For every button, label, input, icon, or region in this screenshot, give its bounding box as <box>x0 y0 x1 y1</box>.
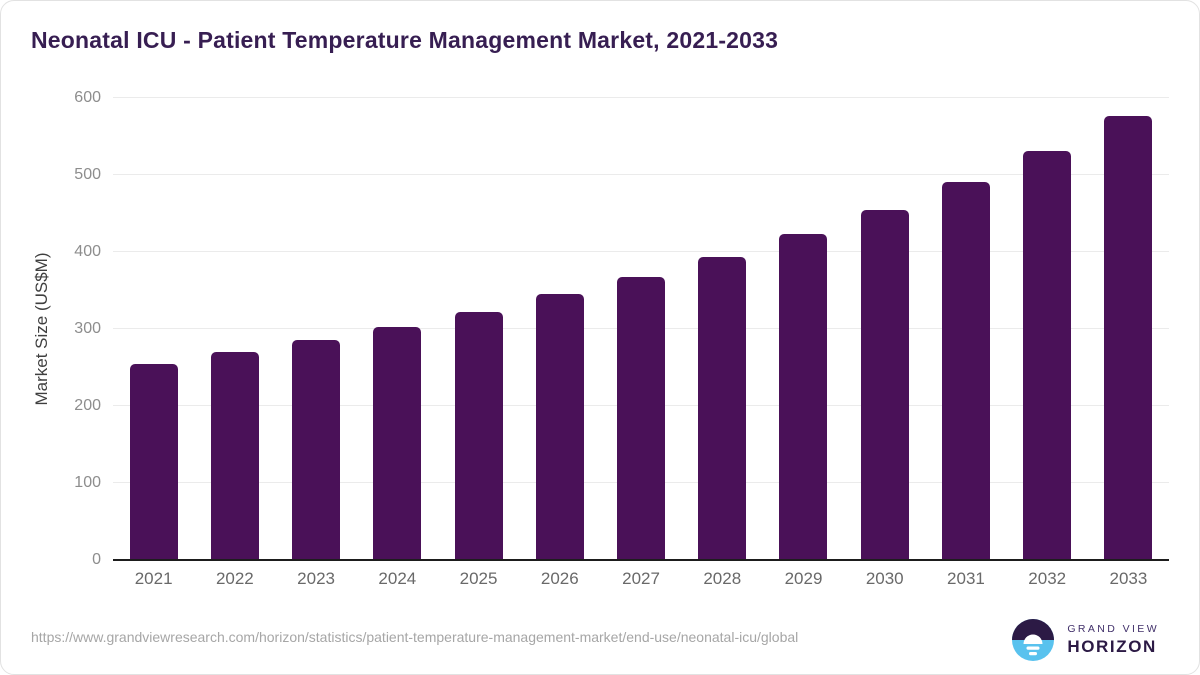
bar-group <box>113 98 194 560</box>
bar <box>779 234 828 560</box>
bar-group <box>925 98 1006 560</box>
bar <box>860 209 909 560</box>
x-tick-label: 2031 <box>947 569 985 588</box>
source-url: https://www.grandviewresearch.com/horizo… <box>31 629 799 645</box>
x-tick-label: 2029 <box>784 569 823 588</box>
x-axis-line <box>113 559 1169 561</box>
bar-group <box>844 98 925 560</box>
bar <box>373 326 422 560</box>
bars-container <box>113 98 1169 560</box>
logo-product-name: HORIZON <box>1067 637 1157 656</box>
bar <box>698 256 747 560</box>
logo-brand-name: GRAND VIEW <box>1067 623 1159 635</box>
bar-group <box>600 98 681 560</box>
bar <box>292 339 341 560</box>
horizon-sun-icon <box>1012 619 1055 661</box>
logo-text: GRAND VIEW HORIZON <box>1067 623 1159 657</box>
gridline <box>113 174 1169 175</box>
bar <box>210 352 259 560</box>
x-tick-label: 2028 <box>703 569 742 588</box>
plot-area: 0 100 200 300 400 500 600 <box>74 90 1169 568</box>
chart-title: Neonatal ICU - Patient Temperature Manag… <box>31 27 779 53</box>
x-tick-label: 2022 <box>215 569 254 588</box>
bar <box>941 181 990 560</box>
y-tick-label: 300 <box>74 320 101 337</box>
bar-group <box>275 98 356 560</box>
bar <box>454 312 503 560</box>
y-tick-label: 400 <box>74 243 101 260</box>
x-tick-label: 2033 <box>1109 569 1148 588</box>
bar-group <box>357 98 438 560</box>
brand-logo: GRAND VIEW HORIZON <box>1011 618 1159 662</box>
bar-group <box>763 98 844 560</box>
bar <box>1023 151 1072 560</box>
y-tick-label: 0 <box>92 551 101 568</box>
x-tick-label: 2023 <box>297 569 335 588</box>
bar-group <box>682 98 763 560</box>
x-tick-label: 2024 <box>378 569 417 588</box>
bar <box>535 294 584 560</box>
y-tick-label: 100 <box>74 474 101 491</box>
y-tick-label: 500 <box>74 166 101 183</box>
bar-group <box>1007 98 1088 560</box>
bar <box>617 276 666 560</box>
x-tick-label: 2032 <box>1028 569 1067 588</box>
x-tick-label: 2027 <box>622 569 660 588</box>
bar-group <box>438 98 519 560</box>
bar-group <box>194 98 275 560</box>
bar-group <box>1088 98 1169 560</box>
x-axis-labels: 2021 2022 2023 2024 2025 2026 2027 2028 2029 2030… <box>113 569 1169 589</box>
x-tick-label: 2021 <box>134 569 173 588</box>
gridline <box>113 97 1169 98</box>
bar <box>129 363 178 560</box>
y-tick-label: 600 <box>74 89 101 106</box>
x-tick-label: 2030 <box>865 569 904 588</box>
bar <box>1104 115 1153 560</box>
x-tick-label: 2026 <box>540 569 579 588</box>
bar-group <box>519 98 600 560</box>
y-tick-label: 200 <box>74 397 101 414</box>
x-tick-label: 2025 <box>459 569 498 588</box>
gridline <box>113 251 1169 252</box>
